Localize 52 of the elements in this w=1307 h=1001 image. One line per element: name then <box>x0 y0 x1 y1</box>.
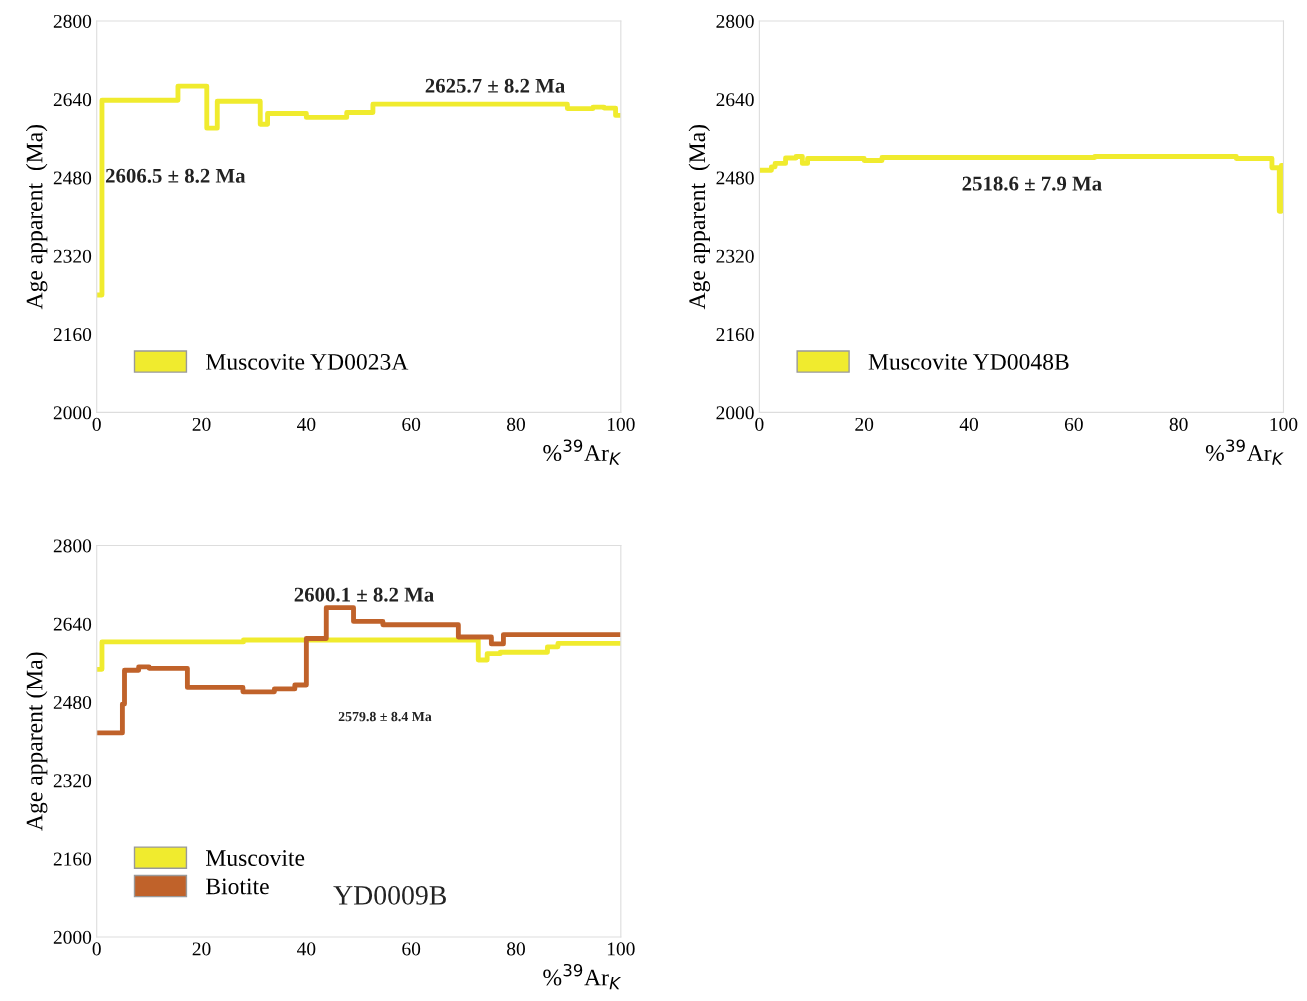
x-tick-label: 40 <box>297 417 316 431</box>
x-tick-label: 40 <box>959 417 978 431</box>
x-tick-label: 60 <box>1064 417 1083 431</box>
y-tick-label: 2480 <box>53 695 92 710</box>
y-tick-label: 2000 <box>716 406 754 420</box>
x-tick-label: 40 <box>297 942 316 956</box>
annotation: 2606.5 ± 8.2 Ma <box>105 168 246 183</box>
y-tick-label: 2640 <box>716 93 754 107</box>
x-tick-label: 80 <box>507 942 525 956</box>
x-tick-label: 100 <box>607 942 635 956</box>
y-axis-title: Age apparent (Ma) <box>688 125 711 310</box>
x-tick-label: 0 <box>755 417 764 431</box>
y-axis-title: Age apparent (Ma) <box>25 125 48 310</box>
y-tick-label: 2640 <box>53 617 92 631</box>
legend-label: Biotite <box>206 878 269 895</box>
x-axis-title: %$^{39}$Ar$_{K}$ <box>1205 439 1284 465</box>
annotation: YD0009B <box>333 886 446 905</box>
y-tick-label: 2480 <box>716 171 754 185</box>
annotation: 2600.1 ± 8.2 Ma <box>294 587 434 602</box>
y-tick-label: 2320 <box>716 249 754 263</box>
x-tick-label: 20 <box>192 417 211 431</box>
y-tick-label: 2160 <box>53 327 92 342</box>
legend-label: Muscovite YD0023A <box>206 353 409 370</box>
y-tick-label: 2800 <box>716 14 754 28</box>
y-tick-label: 2160 <box>53 852 92 866</box>
y-tick-label: 2640 <box>53 93 92 107</box>
annotation: 2625.7 ± 8.2 Ma <box>425 78 565 93</box>
x-tick-label: 0 <box>92 942 101 956</box>
annotation: 2518.6 ± 7.9 Ma <box>962 176 1102 191</box>
x-tick-label: 100 <box>607 417 635 431</box>
y-tick-label: 2000 <box>53 406 92 420</box>
x-tick-label: 100 <box>1270 417 1298 431</box>
y-tick-label: 2800 <box>53 14 92 28</box>
x-tick-label: 60 <box>402 417 421 431</box>
x-axis-title: %$^{39}$Ar$_{K}$ <box>543 963 622 990</box>
x-tick-label: 0 <box>92 417 101 431</box>
y-tick-label: 2800 <box>53 539 92 553</box>
y-tick-label: 2160 <box>716 327 754 342</box>
y-tick-label: 2320 <box>53 249 92 263</box>
x-axis-title: %$^{39}$Ar$_{K}$ <box>543 439 622 465</box>
x-tick-label: 80 <box>1169 417 1188 431</box>
y-axis-title: Age apparent (Ma) <box>25 652 48 831</box>
y-tick-label: 2320 <box>53 774 92 788</box>
y-tick-label: 2480 <box>53 171 92 185</box>
annotation: 2579.8 ± 8.4 Ma <box>338 711 432 722</box>
x-tick-label: 60 <box>402 942 421 956</box>
x-tick-label: 20 <box>192 942 211 956</box>
x-tick-label: 80 <box>507 417 525 431</box>
legend-label: Muscovite <box>206 850 305 866</box>
y-tick-label: 2000 <box>53 930 92 944</box>
legend-label: Muscovite YD0048B <box>868 353 1069 370</box>
x-tick-label: 20 <box>855 417 874 431</box>
